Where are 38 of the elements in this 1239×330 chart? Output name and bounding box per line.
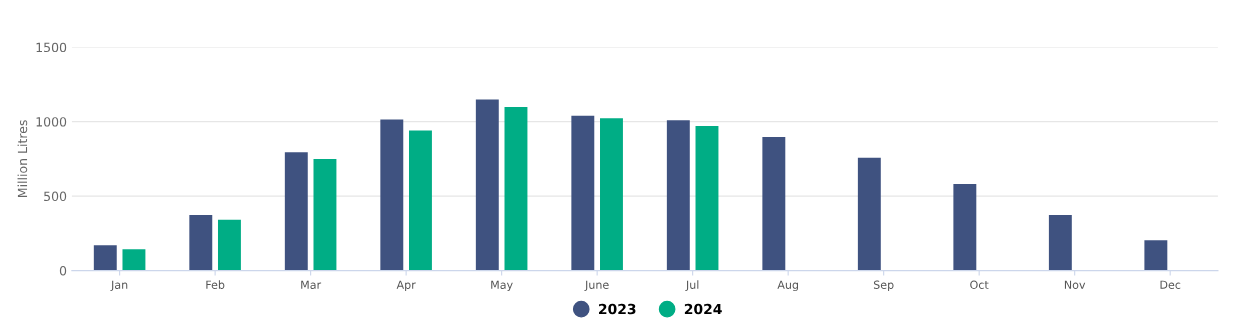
bar	[93, 245, 117, 271]
x-tick-label: Jan	[110, 280, 128, 291]
x-tick-label: Aug	[777, 280, 798, 292]
bar	[953, 184, 977, 271]
y-tick-label: 500	[44, 191, 67, 202]
bar	[1144, 240, 1168, 271]
legend-label: 2023	[599, 303, 636, 315]
bar	[695, 125, 719, 271]
bar	[504, 107, 528, 271]
bar	[284, 152, 308, 271]
bar	[666, 120, 690, 271]
y-tick-label: 1000	[36, 117, 67, 127]
x-tick-label: Apr	[396, 280, 416, 292]
bar	[380, 119, 404, 271]
bar	[189, 215, 213, 271]
y-tick-label: 1500	[36, 42, 67, 53]
x-tick-label: May	[491, 280, 513, 292]
x-tick-label: Oct	[970, 280, 989, 289]
y-tick-label: 0	[59, 266, 67, 276]
bar	[762, 137, 786, 271]
bar	[600, 118, 623, 271]
bar	[409, 130, 432, 271]
x-tick-label: Jul	[685, 280, 699, 291]
bar	[1048, 215, 1072, 271]
x-tick-label: June	[584, 280, 609, 291]
x-tick-label: Sep	[873, 280, 894, 292]
bar	[857, 157, 881, 271]
bar	[475, 99, 499, 271]
legend-label: 2024	[684, 303, 722, 315]
bar	[122, 249, 146, 271]
bar	[217, 219, 241, 271]
x-tick-label: Feb	[206, 280, 225, 289]
bar	[571, 115, 595, 271]
x-tick-label: Mar	[301, 280, 322, 289]
bar	[313, 159, 337, 271]
x-tick-label: Dec	[1160, 280, 1181, 289]
x-tick-label: Nov	[1064, 280, 1086, 289]
y-axis-title: Million Litres	[17, 120, 28, 197]
